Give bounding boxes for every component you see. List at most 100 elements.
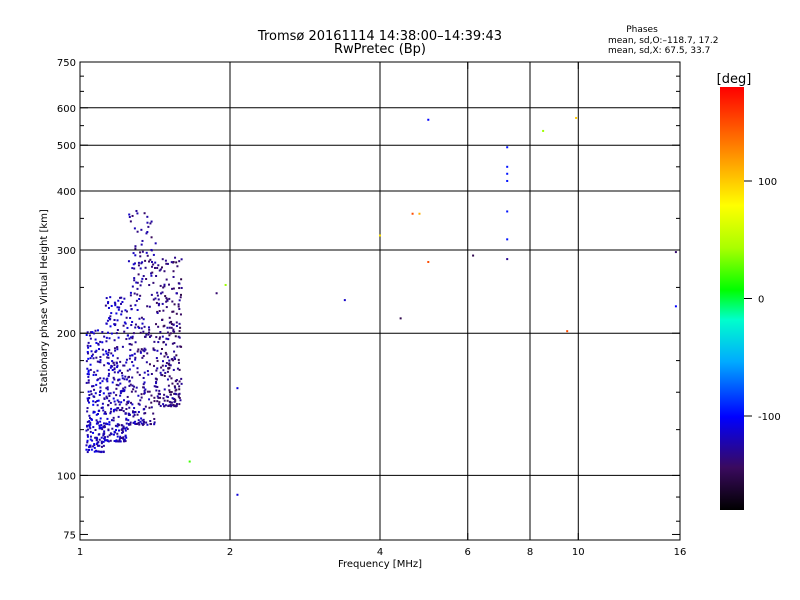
data-point <box>141 322 144 325</box>
data-point <box>674 251 677 254</box>
data-point <box>150 248 153 251</box>
data-point <box>121 406 124 409</box>
data-point <box>163 399 166 402</box>
data-point <box>89 331 92 334</box>
data-point <box>94 392 97 395</box>
data-point <box>119 296 122 299</box>
data-point <box>146 423 149 426</box>
data-point <box>116 319 119 322</box>
data-point <box>133 292 136 295</box>
data-point <box>87 370 90 373</box>
data-point <box>86 435 89 438</box>
data-point <box>121 301 124 304</box>
data-point <box>418 212 421 215</box>
data-point <box>178 282 181 285</box>
data-point <box>142 376 145 379</box>
data-point <box>173 392 176 395</box>
data-point <box>89 368 92 371</box>
data-point <box>89 357 92 360</box>
data-point <box>89 423 92 426</box>
data-point <box>122 364 125 367</box>
data-point <box>124 440 127 443</box>
data-point <box>120 296 123 299</box>
data-point <box>124 435 127 438</box>
data-point <box>121 377 124 380</box>
data-point <box>168 316 171 319</box>
data-point <box>128 337 131 340</box>
data-point <box>121 427 124 430</box>
data-point <box>105 336 108 339</box>
data-point <box>130 324 133 327</box>
data-point <box>137 325 140 328</box>
data-point <box>106 435 109 438</box>
data-point <box>136 281 139 284</box>
data-point <box>165 362 168 365</box>
data-point <box>107 369 110 372</box>
data-point <box>89 337 92 340</box>
data-point <box>136 230 139 233</box>
data-point <box>126 401 129 404</box>
data-point <box>87 424 90 427</box>
data-point <box>92 445 95 448</box>
data-point <box>165 337 168 340</box>
data-point <box>126 326 129 329</box>
data-point <box>104 439 106 442</box>
data-point <box>159 371 162 374</box>
data-point <box>119 437 122 440</box>
data-point <box>85 444 88 447</box>
data-point <box>113 400 116 403</box>
data-point <box>100 424 103 427</box>
data-point <box>92 385 95 388</box>
data-point <box>137 422 140 425</box>
data-point <box>132 415 135 418</box>
data-point <box>133 277 136 280</box>
data-point <box>90 418 93 421</box>
data-point <box>224 283 227 286</box>
data-point <box>97 441 100 444</box>
data-points <box>85 116 677 496</box>
data-point <box>109 296 112 299</box>
data-point <box>170 377 173 380</box>
data-point <box>150 372 153 375</box>
data-point <box>150 272 153 275</box>
data-point <box>120 428 123 431</box>
data-point <box>122 440 125 443</box>
data-point <box>89 435 92 438</box>
data-point <box>91 331 94 334</box>
data-point <box>134 423 137 426</box>
data-point <box>172 275 175 278</box>
data-point <box>88 401 91 404</box>
data-point <box>166 356 169 359</box>
data-point <box>152 263 155 266</box>
data-point <box>166 326 169 329</box>
data-point <box>113 368 116 371</box>
data-point <box>133 411 136 414</box>
data-point <box>100 407 103 410</box>
data-point <box>105 340 108 343</box>
data-point <box>101 402 104 405</box>
data-point <box>117 299 120 302</box>
data-point <box>166 299 169 302</box>
data-point <box>171 287 174 290</box>
data-point <box>147 326 150 329</box>
data-point <box>131 337 134 340</box>
data-point <box>106 423 109 426</box>
data-point <box>155 389 158 392</box>
data-point <box>166 331 169 334</box>
data-point <box>162 325 165 328</box>
data-point <box>134 390 137 393</box>
data-point <box>156 367 159 370</box>
data-point <box>411 212 414 215</box>
data-point <box>91 353 94 356</box>
data-point <box>108 316 111 319</box>
data-point <box>108 423 111 426</box>
data-point <box>115 440 118 443</box>
data-point <box>86 434 89 437</box>
data-point <box>158 336 161 339</box>
data-point <box>155 378 158 381</box>
data-point <box>103 437 106 440</box>
data-point <box>98 348 101 351</box>
data-point <box>89 438 92 441</box>
data-point <box>98 450 101 453</box>
data-point <box>167 404 170 407</box>
